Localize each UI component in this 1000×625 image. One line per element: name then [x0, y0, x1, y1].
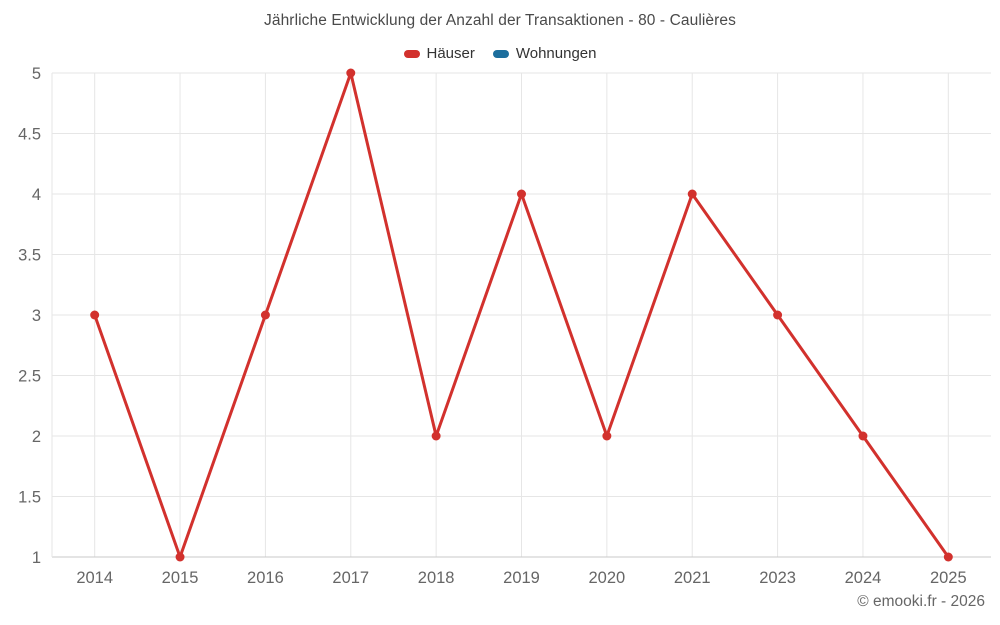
y-tick-label: 1: [32, 549, 41, 567]
x-tick-label: 2019: [503, 569, 540, 587]
legend-label-hauser: Häuser: [426, 45, 475, 62]
legend-item-wohnungen[interactable]: Wohnungen: [492, 45, 597, 62]
x-tick-label: 2014: [76, 569, 113, 587]
x-tick-label: 2023: [759, 569, 796, 587]
y-tick-label: 3: [32, 307, 41, 325]
y-tick-label: 1.5: [18, 489, 41, 507]
y-tick-label: 3.5: [18, 247, 41, 265]
series-point-hauser[interactable]: [943, 552, 953, 562]
legend: Häuser Wohnungen: [0, 45, 1000, 62]
legend-label-wohnungen: Wohnungen: [515, 45, 597, 62]
x-tick-label: 2016: [247, 569, 284, 587]
y-tick-label: 2: [32, 428, 41, 446]
series-point-hauser[interactable]: [260, 310, 270, 320]
x-tick-label: 2020: [589, 569, 626, 587]
series-point-hauser[interactable]: [90, 310, 100, 320]
credits: © emooki.fr - 2026: [857, 593, 985, 610]
x-tick-label: 2024: [845, 569, 882, 587]
series-point-hauser[interactable]: [346, 68, 356, 78]
series-point-hauser[interactable]: [858, 431, 868, 441]
legend-item-hauser[interactable]: Häuser: [403, 45, 475, 62]
series-point-hauser[interactable]: [431, 431, 441, 441]
y-tick-label: 5: [32, 65, 41, 83]
y-tick-label: 4: [32, 186, 41, 204]
series-point-hauser[interactable]: [175, 552, 185, 562]
x-tick-label: 2025: [930, 569, 967, 587]
y-tick-label: 2.5: [18, 368, 41, 386]
series-point-hauser[interactable]: [517, 189, 526, 199]
series-point-hauser[interactable]: [687, 189, 697, 199]
legend-swatch-hauser: [403, 49, 420, 58]
x-tick-label: 2021: [674, 569, 711, 587]
x-tick-label: 2015: [162, 569, 199, 587]
series-point-hauser[interactable]: [773, 310, 783, 320]
legend-swatch-wohnungen: [492, 49, 509, 58]
chart-title: Jährliche Entwicklung der Anzahl der Tra…: [264, 12, 736, 29]
x-tick-label: 2017: [332, 569, 369, 587]
series-point-hauser[interactable]: [602, 431, 612, 441]
x-tick-label: 2018: [418, 569, 455, 587]
y-tick-label: 4.5: [18, 126, 41, 144]
